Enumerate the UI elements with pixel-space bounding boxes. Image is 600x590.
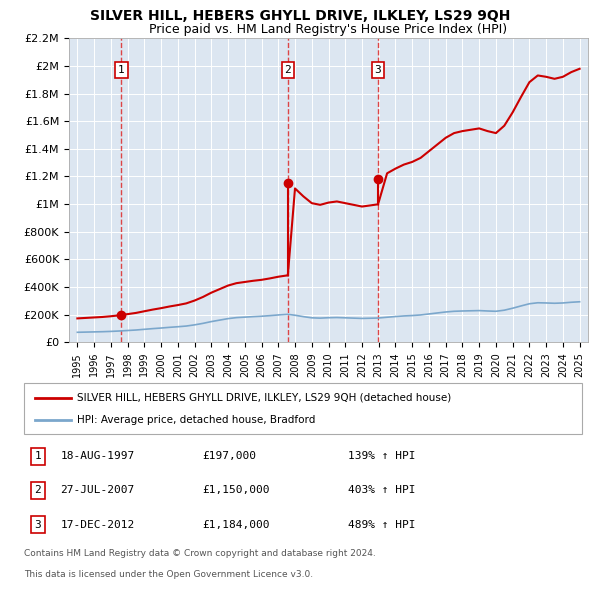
Text: 3: 3 [35, 520, 41, 529]
Text: 139% ↑ HPI: 139% ↑ HPI [347, 451, 415, 461]
Text: SILVER HILL, HEBERS GHYLL DRIVE, ILKLEY, LS29 9QH: SILVER HILL, HEBERS GHYLL DRIVE, ILKLEY,… [90, 9, 510, 23]
Text: £197,000: £197,000 [203, 451, 257, 461]
Text: £1,184,000: £1,184,000 [203, 520, 270, 529]
Text: 2: 2 [35, 486, 41, 496]
Text: 17-DEC-2012: 17-DEC-2012 [60, 520, 134, 529]
Text: 1: 1 [118, 65, 125, 76]
Text: 27-JUL-2007: 27-JUL-2007 [60, 486, 134, 496]
Text: 403% ↑ HPI: 403% ↑ HPI [347, 486, 415, 496]
Text: £1,150,000: £1,150,000 [203, 486, 270, 496]
Text: HPI: Average price, detached house, Bradford: HPI: Average price, detached house, Brad… [77, 415, 316, 425]
Title: Price paid vs. HM Land Registry's House Price Index (HPI): Price paid vs. HM Land Registry's House … [149, 23, 508, 36]
Text: Contains HM Land Registry data © Crown copyright and database right 2024.: Contains HM Land Registry data © Crown c… [24, 549, 376, 558]
Text: This data is licensed under the Open Government Licence v3.0.: This data is licensed under the Open Gov… [24, 571, 313, 579]
FancyBboxPatch shape [24, 384, 582, 434]
Text: 18-AUG-1997: 18-AUG-1997 [60, 451, 134, 461]
Text: 2: 2 [284, 65, 291, 76]
Text: 489% ↑ HPI: 489% ↑ HPI [347, 520, 415, 529]
Text: 1: 1 [35, 451, 41, 461]
Text: 3: 3 [374, 65, 382, 76]
Text: SILVER HILL, HEBERS GHYLL DRIVE, ILKLEY, LS29 9QH (detached house): SILVER HILL, HEBERS GHYLL DRIVE, ILKLEY,… [77, 392, 451, 402]
